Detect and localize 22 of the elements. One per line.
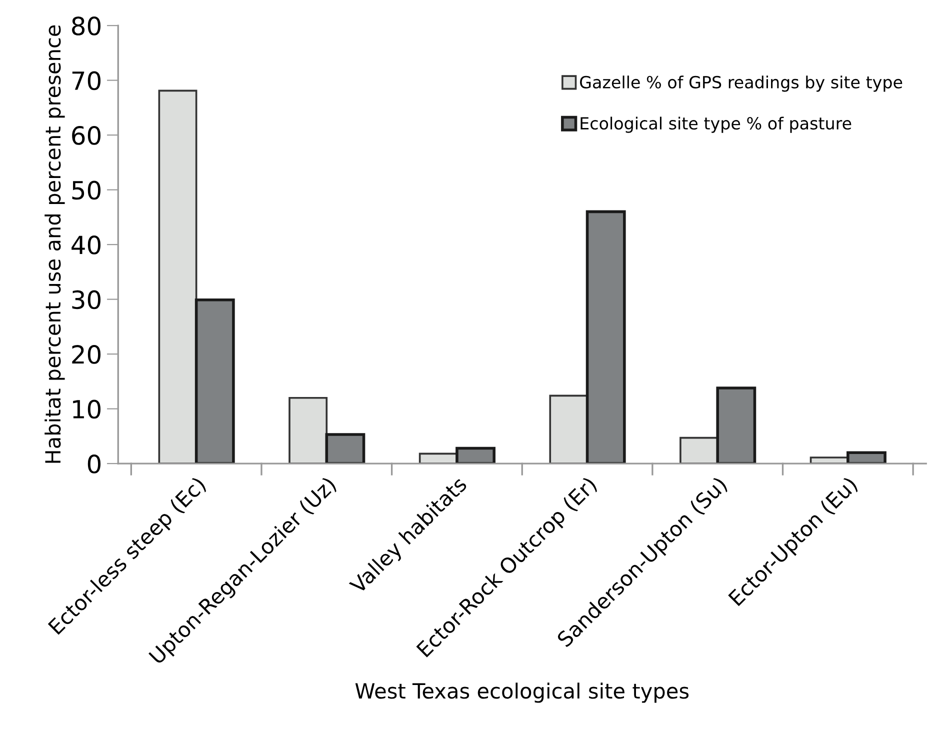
y-tick-label: 40 <box>72 235 100 254</box>
y-tick-label: 30 <box>72 290 100 310</box>
y-tick-label: 70 <box>72 71 100 90</box>
bar <box>680 436 718 464</box>
x-axis-title: West Texas ecological site types <box>355 682 689 703</box>
bar <box>456 446 496 464</box>
y-tick-label: 20 <box>72 344 100 364</box>
y-tick-label: 80 <box>72 16 100 36</box>
bar <box>158 90 198 464</box>
bar <box>846 451 886 464</box>
bar <box>288 396 328 464</box>
y-tick-label: 50 <box>72 180 100 200</box>
bar <box>586 210 626 464</box>
bar <box>325 433 366 464</box>
y-axis-title: Habitat percent use and percent presence <box>44 25 65 463</box>
bar <box>194 298 235 464</box>
legend-label: Ecological site type % of pasture <box>580 116 852 133</box>
legend-label: Gazelle % of GPS readings by site type <box>580 76 902 92</box>
y-tick-label: 10 <box>73 400 100 419</box>
y-tick-label: 0 <box>88 454 100 474</box>
y-tick-label: 60 <box>72 126 100 145</box>
bar <box>716 386 756 464</box>
